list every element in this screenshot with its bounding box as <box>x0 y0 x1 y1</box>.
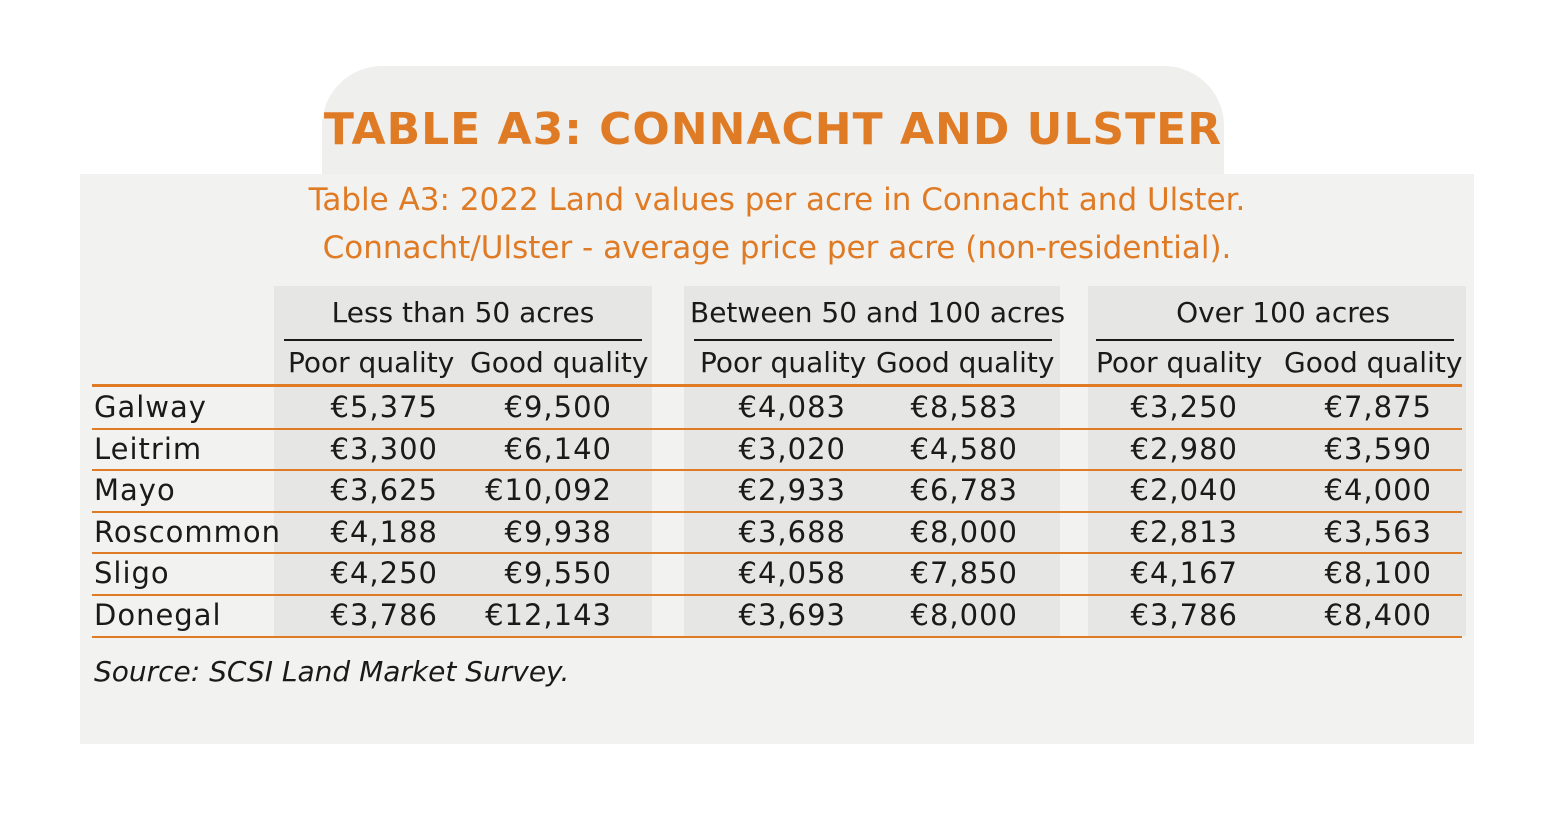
table-cell: €3,250 <box>1130 390 1238 424</box>
group-shade-3 <box>1088 286 1466 636</box>
row-rule <box>92 510 1462 513</box>
table-cell: €9,500 <box>504 390 612 424</box>
column-header: Good quality <box>1284 346 1463 379</box>
table-cell: €4,580 <box>910 431 1018 466</box>
column-header: Poor quality <box>1096 346 1263 379</box>
row-rule <box>92 469 1462 472</box>
table-cell: €8,400 <box>1324 598 1432 632</box>
table-caption-line1: Table A3: 2022 Land values per acre in C… <box>308 182 1246 218</box>
row-county: Galway <box>94 390 207 424</box>
row-rule <box>92 635 1462 638</box>
column-header: Good quality <box>876 346 1055 379</box>
table-cell: €3,020 <box>738 431 846 466</box>
table-cell: €3,786 <box>1130 598 1238 632</box>
table-cell: €3,625 <box>330 473 438 508</box>
table-cell: €4,250 <box>330 556 438 591</box>
table-cell: €3,563 <box>1324 514 1432 549</box>
header-rule <box>92 384 1462 387</box>
group-underline <box>1096 339 1454 341</box>
group-header: Less than 50 acres <box>331 296 595 329</box>
page-title: TABLE A3: CONNACHT AND ULSTER <box>323 104 1223 155</box>
table-cell: €3,590 <box>1324 431 1432 466</box>
row-county: Mayo <box>94 473 176 508</box>
row-rule <box>92 427 1462 430</box>
table-cell: €5,375 <box>330 390 438 424</box>
column-header: Good quality <box>470 346 649 379</box>
row-county: Sligo <box>94 556 170 591</box>
table-cell: €12,143 <box>485 598 612 632</box>
table-cell: €8,000 <box>910 598 1018 632</box>
table-cell: €8,583 <box>910 390 1018 424</box>
source-note: Source: SCSI Land Market Survey. <box>94 655 570 688</box>
table-cell: €10,092 <box>485 473 612 508</box>
table-cell: €8,100 <box>1324 556 1432 591</box>
group-underline <box>284 339 642 341</box>
table-cell: €3,693 <box>738 598 846 632</box>
table-cell: €4,058 <box>738 556 846 591</box>
table-cell: €6,140 <box>504 431 612 466</box>
row-rule <box>92 552 1462 555</box>
table-cell: €2,980 <box>1130 431 1238 466</box>
table-cell: €3,300 <box>330 431 438 466</box>
row-county: Donegal <box>94 598 222 632</box>
column-header: Poor quality <box>288 346 455 379</box>
table-cell: €7,850 <box>910 556 1018 591</box>
table-caption-line2: Connacht/Ulster - average price per acre… <box>322 230 1232 266</box>
table-cell: €4,167 <box>1130 556 1238 591</box>
column-header: Poor quality <box>700 346 867 379</box>
row-county: Leitrim <box>94 431 203 466</box>
table-cell: €2,933 <box>738 473 846 508</box>
table-cell: €6,783 <box>910 473 1018 508</box>
table-cell: €8,000 <box>910 514 1018 549</box>
table-cell: €4,188 <box>330 514 438 549</box>
table-cell: €9,938 <box>504 514 612 549</box>
group-shade-1 <box>274 286 652 636</box>
row-rule <box>92 594 1462 596</box>
group-header: Between 50 and 100 acres <box>690 296 1066 329</box>
group-underline <box>694 339 1052 341</box>
table-cell: €9,550 <box>504 556 612 591</box>
row-county: Roscommon <box>94 514 282 549</box>
table-cell: €3,688 <box>738 514 846 549</box>
table-cell: €4,083 <box>738 390 846 424</box>
table-cell: €3,786 <box>330 598 438 632</box>
table-cell: €2,040 <box>1130 473 1238 508</box>
group-shade-2 <box>684 286 1060 636</box>
table-cell: €4,000 <box>1324 473 1432 508</box>
table-cell: €2,813 <box>1130 514 1238 549</box>
table-cell: €7,875 <box>1324 390 1432 424</box>
group-header: Over 100 acres <box>1176 296 1390 329</box>
